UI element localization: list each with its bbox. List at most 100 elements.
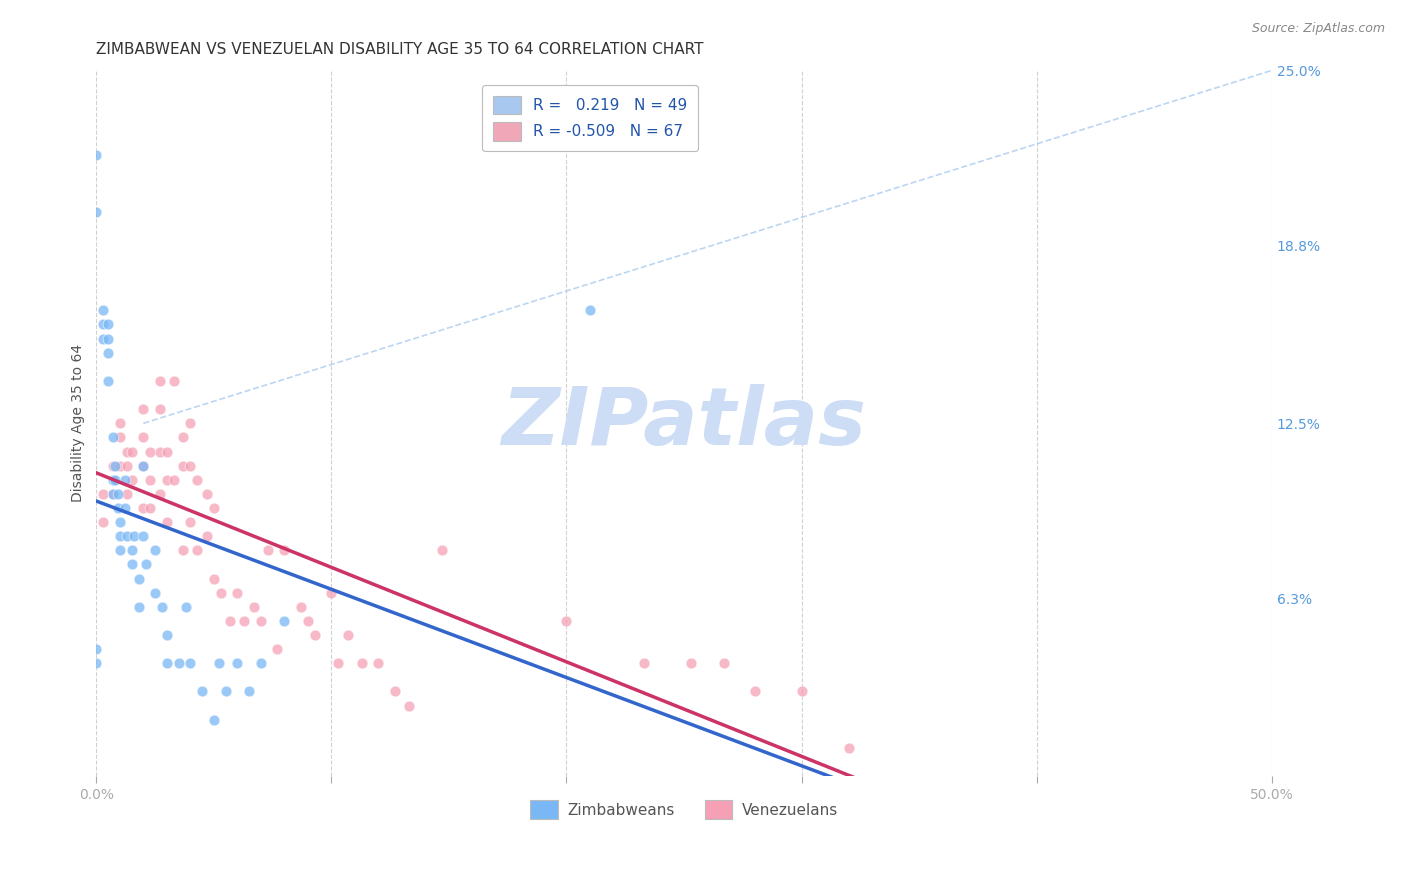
Point <box>86 204 108 219</box>
Point <box>336 628 359 642</box>
Point <box>350 657 373 671</box>
Point <box>186 473 208 487</box>
Point <box>86 148 108 162</box>
Point <box>86 657 108 671</box>
Point <box>135 558 157 572</box>
Point <box>139 444 162 458</box>
Point <box>101 473 124 487</box>
Point <box>121 444 143 458</box>
Point <box>172 458 194 473</box>
Point <box>290 599 312 614</box>
Point <box>108 529 131 543</box>
Point <box>266 642 288 657</box>
Point <box>304 628 326 642</box>
Point <box>163 374 186 388</box>
Point <box>108 515 131 529</box>
Point <box>156 628 179 642</box>
Point <box>207 657 229 671</box>
Point <box>132 458 155 473</box>
Point <box>156 657 179 671</box>
Point <box>238 684 260 698</box>
Point <box>97 345 120 359</box>
Point <box>149 487 172 501</box>
Point <box>179 417 201 431</box>
Point <box>132 430 155 444</box>
Point <box>115 487 138 501</box>
Point <box>93 332 115 346</box>
Point <box>101 458 124 473</box>
Point <box>122 529 145 543</box>
Point <box>172 543 194 558</box>
Point <box>93 487 115 501</box>
Point <box>179 458 201 473</box>
Point <box>202 713 225 727</box>
Point <box>195 487 218 501</box>
Legend: Zimbabweans, Venezuelans: Zimbabweans, Venezuelans <box>524 794 844 825</box>
Y-axis label: Disability Age 35 to 64: Disability Age 35 to 64 <box>72 344 86 502</box>
Point <box>115 458 138 473</box>
Point <box>186 543 208 558</box>
Point <box>97 374 120 388</box>
Point <box>107 487 129 501</box>
Point <box>93 303 115 318</box>
Point <box>107 500 129 515</box>
Point <box>250 657 273 671</box>
Point <box>115 444 138 458</box>
Point <box>257 543 280 558</box>
Text: ZIMBABWEAN VS VENEZUELAN DISABILITY AGE 35 TO 64 CORRELATION CHART: ZIMBABWEAN VS VENEZUELAN DISABILITY AGE … <box>97 42 704 57</box>
Point <box>143 543 166 558</box>
Point <box>93 318 115 332</box>
Point <box>121 473 143 487</box>
Text: ZIPatlas: ZIPatlas <box>502 384 866 462</box>
Point <box>273 543 295 558</box>
Point <box>209 585 232 599</box>
Point <box>128 572 150 586</box>
Point <box>172 430 194 444</box>
Point <box>202 572 225 586</box>
Point <box>838 740 860 755</box>
Point <box>132 402 155 417</box>
Point <box>156 444 179 458</box>
Point <box>744 684 766 698</box>
Point <box>121 558 143 572</box>
Point <box>132 500 155 515</box>
Point <box>128 599 150 614</box>
Point <box>114 473 136 487</box>
Point <box>149 402 172 417</box>
Point <box>149 444 172 458</box>
Point <box>214 684 236 698</box>
Point <box>114 500 136 515</box>
Point <box>101 487 124 501</box>
Point <box>121 543 143 558</box>
Point <box>139 500 162 515</box>
Point <box>174 599 197 614</box>
Point <box>149 374 172 388</box>
Point <box>233 614 256 628</box>
Point <box>101 487 124 501</box>
Point <box>202 500 225 515</box>
Point <box>86 642 108 657</box>
Point <box>139 473 162 487</box>
Point <box>108 543 131 558</box>
Point <box>108 458 131 473</box>
Point <box>297 614 319 628</box>
Point <box>321 585 343 599</box>
Point <box>713 657 735 671</box>
Point <box>167 657 190 671</box>
Point <box>132 458 155 473</box>
Point <box>273 614 295 628</box>
Point <box>555 614 578 628</box>
Point <box>179 515 201 529</box>
Point <box>104 473 127 487</box>
Point <box>104 458 127 473</box>
Point <box>219 614 242 628</box>
Point <box>143 585 166 599</box>
Point <box>150 599 173 614</box>
Point <box>579 303 602 318</box>
Point <box>681 657 703 671</box>
Point <box>398 698 420 713</box>
Point <box>97 332 120 346</box>
Point <box>226 657 249 671</box>
Point <box>328 657 350 671</box>
Point <box>250 614 273 628</box>
